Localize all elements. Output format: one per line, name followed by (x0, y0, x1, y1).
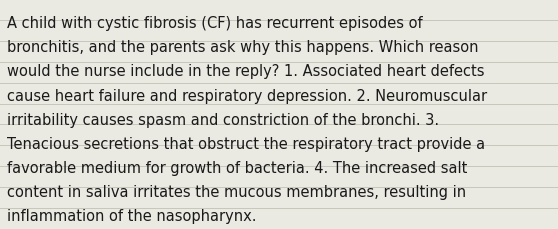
Text: Tenacious secretions that obstruct the respiratory tract provide a: Tenacious secretions that obstruct the r… (7, 136, 485, 151)
Text: inflammation of the nasopharynx.: inflammation of the nasopharynx. (7, 208, 256, 223)
Text: A child with cystic fibrosis (CF) has recurrent episodes of: A child with cystic fibrosis (CF) has re… (7, 16, 422, 31)
Text: favorable medium for growth of bacteria. 4. The increased salt: favorable medium for growth of bacteria.… (7, 160, 467, 175)
Text: bronchitis, and the parents ask why this happens. Which reason: bronchitis, and the parents ask why this… (7, 40, 478, 55)
Text: would the nurse include in the reply? 1. Associated heart defects: would the nurse include in the reply? 1.… (7, 64, 484, 79)
Text: irritability causes spasm and constriction of the bronchi. 3.: irritability causes spasm and constricti… (7, 112, 439, 127)
Text: cause heart failure and respiratory depression. 2. Neuromuscular: cause heart failure and respiratory depr… (7, 88, 487, 103)
Text: content in saliva irritates the mucous membranes, resulting in: content in saliva irritates the mucous m… (7, 184, 466, 199)
